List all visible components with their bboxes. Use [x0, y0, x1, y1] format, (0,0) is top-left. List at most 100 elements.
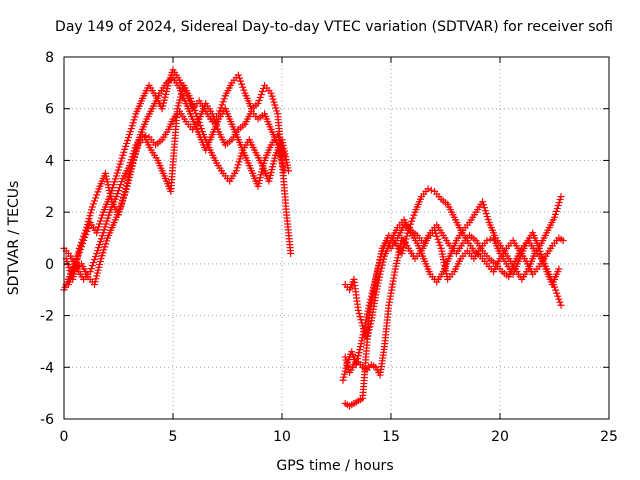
data-point-interp	[96, 241, 104, 249]
data-point-interp	[355, 310, 363, 318]
data-point	[535, 244, 543, 252]
data-point-interp	[120, 191, 128, 199]
data-point	[93, 250, 101, 258]
data-point-interp	[375, 276, 383, 284]
x-tick-label: 5	[169, 429, 178, 445]
data-point-interp	[119, 197, 127, 205]
data-point-interp	[273, 107, 281, 115]
data-point-interp	[114, 166, 122, 174]
data-point-interp	[552, 286, 560, 294]
data-point-interp	[409, 214, 417, 222]
data-point-interp	[103, 217, 111, 225]
data-point-interp	[484, 216, 492, 224]
data-point-interp	[340, 370, 348, 378]
data-point-interp	[354, 352, 362, 360]
data-point-interp	[553, 289, 561, 297]
data-point-interp	[235, 74, 243, 82]
data-point-interp	[555, 199, 563, 207]
x-tick-label: 15	[382, 429, 400, 445]
data-point-interp	[210, 116, 218, 124]
data-point-interp	[374, 279, 382, 287]
data-point-interp	[196, 122, 204, 130]
data-point-interp	[124, 134, 132, 142]
y-tick-label: 4	[45, 153, 54, 169]
data-point-interp	[105, 211, 113, 219]
data-point-interp	[94, 188, 102, 196]
data-point-interp	[436, 241, 444, 249]
data-point	[285, 167, 293, 175]
data-point-interp	[89, 259, 97, 267]
data-point-interp	[130, 116, 138, 124]
x-tick-label: 25	[600, 429, 618, 445]
data-point	[234, 71, 242, 79]
data-point-interp	[95, 244, 103, 252]
data-point-interp	[115, 163, 123, 171]
data-point-interp	[553, 204, 561, 212]
data-point-interp	[356, 346, 364, 354]
data-point-interp	[118, 154, 126, 162]
data-point-interp	[99, 249, 107, 257]
data-point-interp	[189, 100, 197, 108]
data-point-interp	[121, 188, 129, 196]
data-point-interp	[100, 226, 108, 234]
data-point-interp	[128, 122, 136, 130]
data-point-interp	[117, 157, 125, 165]
y-axis-label: SDTVAR / TECUs	[6, 181, 22, 296]
data-point	[287, 250, 295, 258]
data-point-interp	[344, 362, 352, 370]
x-axis-label: GPS time / hours	[276, 458, 393, 474]
data-point-interp	[434, 235, 442, 243]
data-point-interp	[238, 80, 246, 88]
data-point	[479, 198, 487, 206]
data-point-interp	[92, 194, 100, 202]
data-point-interp	[104, 214, 112, 222]
y-tick-label: 8	[45, 50, 54, 66]
data-point-interp	[91, 256, 99, 264]
data-point	[119, 151, 127, 159]
data-point	[559, 237, 567, 245]
data-point	[208, 110, 216, 118]
data-point-interp	[479, 201, 487, 209]
data-point-interp	[237, 77, 245, 85]
data-point	[99, 229, 107, 237]
data-point-interp	[234, 161, 242, 169]
y-tick-label: -4	[40, 360, 54, 376]
data-points	[60, 66, 567, 410]
data-point-interp	[127, 125, 135, 133]
data-point	[97, 255, 105, 263]
data-point-interp	[92, 253, 100, 261]
data-point-interp	[118, 178, 126, 186]
data-point-interp	[120, 148, 128, 156]
data-point-interp	[89, 200, 97, 208]
data-point	[555, 265, 563, 273]
data-point-interp	[268, 92, 276, 100]
data-point-interp	[343, 359, 351, 367]
data-point-interp	[432, 229, 440, 237]
data-point-interp	[209, 113, 217, 121]
data-point-interp	[115, 187, 122, 195]
data-point-interp	[96, 238, 104, 246]
data-point-interp	[240, 86, 248, 94]
data-point	[339, 376, 347, 384]
data-point-interp	[123, 139, 131, 147]
data-point-interp	[258, 87, 266, 95]
data-point-interp	[76, 241, 84, 249]
data-point-interp	[556, 196, 564, 204]
data-point-interp	[110, 178, 118, 186]
data-point-interp	[555, 295, 563, 303]
data-point-interp	[98, 211, 106, 219]
data-point-interp	[355, 349, 363, 357]
data-point-interp	[537, 250, 545, 258]
data-point-interp	[122, 142, 130, 150]
data-point-interp	[340, 373, 348, 381]
y-tick-label: -2	[40, 309, 54, 325]
data-point-interp	[126, 128, 134, 136]
data-point-interp	[486, 235, 494, 243]
data-point-interp	[103, 237, 111, 245]
data-point	[354, 306, 362, 314]
y-tick-label: 2	[45, 205, 54, 221]
data-point-interp	[237, 152, 245, 160]
data-point-interp	[358, 334, 366, 342]
axis-ticks	[63, 56, 610, 420]
